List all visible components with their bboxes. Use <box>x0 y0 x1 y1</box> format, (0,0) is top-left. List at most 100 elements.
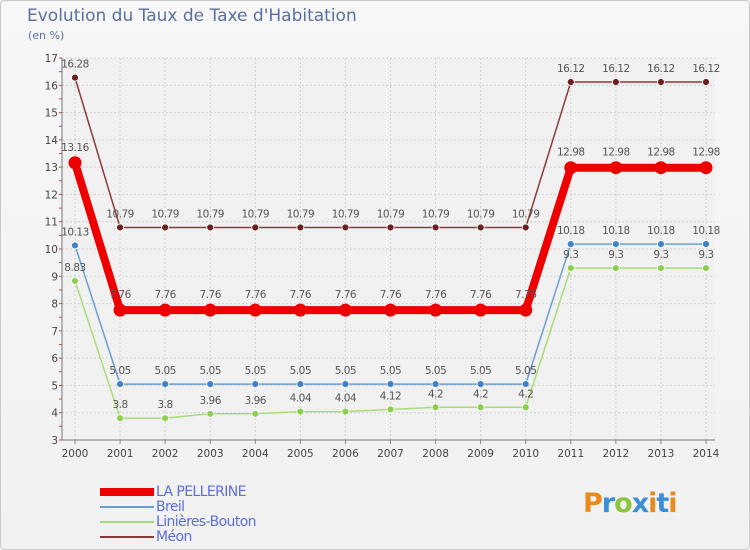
y-tick-label: 4 <box>51 408 58 420</box>
data-point-la-pellerine <box>384 303 397 317</box>
x-tick-label: 2008 <box>422 448 449 460</box>
x-tick-label: 2010 <box>512 448 539 460</box>
data-label-la-pellerine: 7.76 <box>154 289 176 301</box>
chart-title: Evolution du Taux de Taxe d'Habitation <box>27 6 357 26</box>
data-point-breil <box>341 380 350 388</box>
data-label-lini-res-bouton: 9.3 <box>698 249 713 261</box>
data-label-lini-res-bouton: 4.12 <box>380 390 401 402</box>
data-label-lini-res-bouton: 3.96 <box>245 395 267 407</box>
data-point-lini-res-bouton <box>431 403 440 412</box>
data-label-la-pellerine: 7.76 <box>290 289 312 301</box>
data-label-m-on: 10.79 <box>287 208 315 220</box>
data-point-lini-res-bouton <box>161 414 170 423</box>
data-point-lini-res-bouton <box>566 264 575 273</box>
data-point-m-on <box>251 223 260 232</box>
data-point-la-pellerine <box>248 303 262 317</box>
data-label-la-pellerine: 12.98 <box>602 147 630 159</box>
data-label-m-on: 10.79 <box>467 208 495 220</box>
data-point-lini-res-bouton <box>206 409 215 418</box>
legend-swatch <box>100 487 154 496</box>
legend-label: Linières-Bouton <box>156 513 257 530</box>
data-point-breil <box>296 380 305 388</box>
y-tick-label: 9 <box>51 271 58 283</box>
legend-item: Linières-Bouton <box>100 513 257 530</box>
data-point-m-on <box>431 223 440 232</box>
data-label-m-on: 16.12 <box>602 63 630 75</box>
data-point-lini-res-bouton <box>702 264 710 273</box>
data-label-lini-res-bouton: 9.3 <box>653 249 668 261</box>
data-point-m-on <box>476 223 485 232</box>
data-point-lini-res-bouton <box>521 403 530 412</box>
data-point-m-on <box>386 223 395 232</box>
data-point-breil <box>521 380 530 388</box>
data-label-m-on: 10.79 <box>242 208 270 220</box>
data-label-la-pellerine: 12.98 <box>647 147 675 159</box>
legend-swatch <box>100 535 154 538</box>
data-label-lini-res-bouton: 8.83 <box>64 262 85 274</box>
legend-item: Breil <box>100 499 256 515</box>
data-point-lini-res-bouton <box>296 407 305 416</box>
data-point-m-on <box>161 223 170 232</box>
data-label-la-pellerine: 7.76 <box>335 289 357 301</box>
data-point-lini-res-bouton <box>251 409 260 418</box>
data-label-la-pellerine: 7.76 <box>470 289 492 301</box>
legend-item: Méon <box>100 528 256 545</box>
data-label-lini-res-bouton: 9.3 <box>608 249 623 261</box>
data-point-la-pellerine <box>474 303 488 317</box>
data-point-la-pellerine <box>113 303 127 317</box>
data-label-lini-res-bouton: 9.3 <box>563 249 578 261</box>
data-label-la-pellerine: 7.76 <box>380 289 402 301</box>
legend-item: LA PELLERINE <box>100 483 256 500</box>
x-tick-label: 2003 <box>197 448 224 460</box>
data-label-m-on: 16.12 <box>557 63 585 75</box>
data-point-la-pellerine <box>519 303 533 317</box>
data-label-m-on: 10.79 <box>512 208 540 220</box>
data-point-la-pellerine <box>564 161 578 175</box>
data-label-breil: 10.18 <box>647 225 675 237</box>
y-tick-label: 6 <box>51 353 58 365</box>
data-label-la-pellerine: 12.98 <box>557 147 585 159</box>
data-label-breil: 5.05 <box>335 365 356 377</box>
legend-label: Méon <box>156 528 192 545</box>
data-label-lini-res-bouton: 4.2 <box>428 388 443 400</box>
data-point-breil <box>116 380 124 388</box>
data-point-m-on <box>611 78 620 86</box>
data-label-m-on: 10.79 <box>377 208 405 220</box>
data-point-lini-res-bouton <box>657 264 665 273</box>
data-label-lini-res-bouton: 3.8 <box>158 399 173 411</box>
data-label-m-on: 16.12 <box>692 63 720 75</box>
data-point-la-pellerine <box>699 161 713 175</box>
data-label-breil: 5.05 <box>515 365 536 377</box>
legend-swatch <box>100 505 154 508</box>
data-label-la-pellerine: 12.98 <box>692 147 720 159</box>
data-point-la-pellerine <box>654 161 668 175</box>
x-tick-label: 2013 <box>648 448 675 460</box>
data-point-la-pellerine <box>293 303 307 317</box>
data-point-m-on <box>116 223 124 232</box>
legend-label: LA PELLERINE <box>156 483 246 500</box>
data-label-lini-res-bouton: 3.96 <box>200 395 222 407</box>
x-tick-label: 2000 <box>62 448 89 460</box>
x-tick-label: 2012 <box>602 448 629 460</box>
data-label-breil: 5.05 <box>154 365 175 377</box>
data-point-lini-res-bouton <box>116 414 124 423</box>
data-point-la-pellerine <box>68 156 82 170</box>
data-label-m-on: 10.79 <box>422 208 450 220</box>
x-tick-label: 2006 <box>332 448 359 460</box>
data-point-breil <box>206 380 215 388</box>
y-tick-label: 14 <box>45 135 59 147</box>
data-label-lini-res-bouton: 4.2 <box>473 388 488 400</box>
y-tick-label: 16 <box>45 80 59 92</box>
y-tick-label: 15 <box>45 108 58 120</box>
data-label-m-on: 10.79 <box>332 208 360 220</box>
x-tick-label: 2011 <box>557 448 584 460</box>
data-point-breil <box>702 240 710 248</box>
data-label-lini-res-bouton: 3.8 <box>112 399 127 411</box>
data-label-breil: 5.05 <box>470 365 491 377</box>
data-point-breil <box>386 380 395 388</box>
data-label-m-on: 10.79 <box>151 208 179 220</box>
data-label-lini-res-bouton: 4.2 <box>518 388 533 400</box>
data-point-breil <box>161 380 170 388</box>
data-point-m-on <box>566 78 575 86</box>
